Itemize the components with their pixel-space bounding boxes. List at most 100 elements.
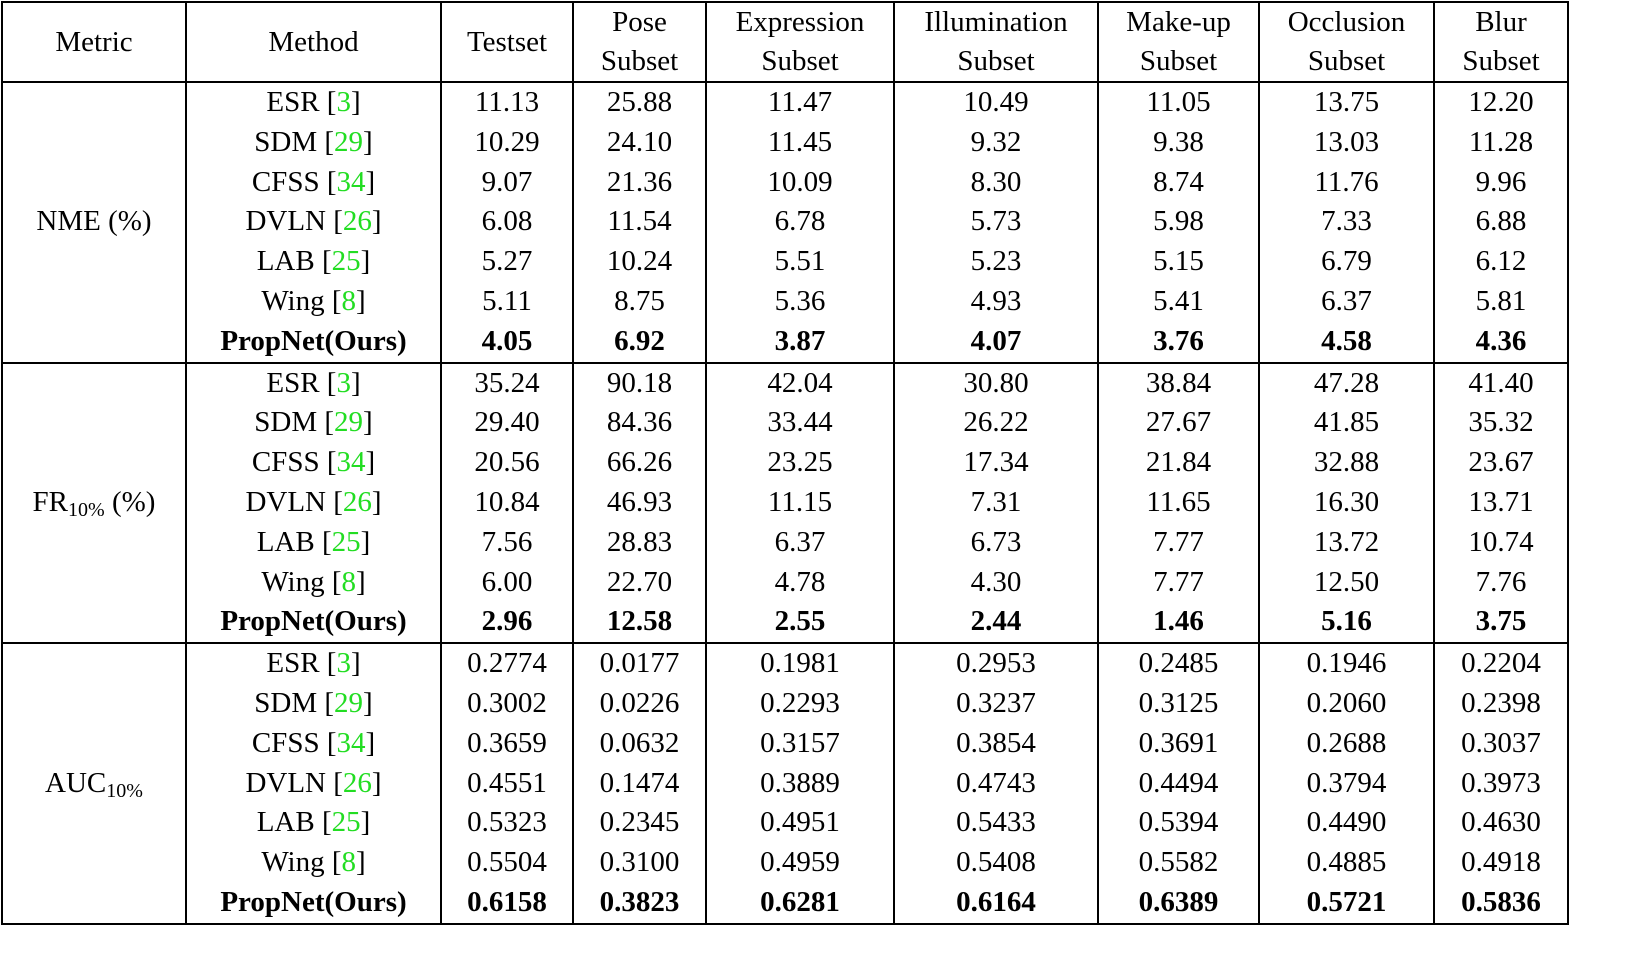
value-cell: 6.92	[572, 321, 707, 364]
value-cell: 38.84	[1097, 362, 1260, 404]
value-cell: 47.28	[1258, 362, 1435, 404]
value-cell: 1.46	[1097, 602, 1260, 645]
value-cell: 9.96	[1433, 162, 1569, 203]
value-cell: 10.29	[440, 122, 574, 163]
value-cell: 33.44	[705, 403, 895, 444]
value-cell: 11.47	[705, 82, 895, 123]
value-cell: 0.2485	[1097, 643, 1260, 684]
value-cell: 0.5836	[1433, 882, 1569, 925]
value-cell: 6.37	[705, 522, 895, 563]
citation-close: ]	[350, 366, 361, 399]
value-cell: 4.78	[705, 562, 895, 603]
header-cell: Method	[185, 1, 442, 83]
citation-close: ]	[363, 406, 373, 439]
method-name: LAB [	[256, 525, 332, 558]
value-cell: 0.6389	[1097, 882, 1260, 925]
header-text: Subset	[761, 45, 839, 77]
value-cell: 0.5582	[1097, 843, 1260, 883]
method-cell: Wing [8]	[185, 562, 442, 603]
value-cell: 46.93	[572, 482, 707, 523]
method-cell: CFSS [34]	[185, 443, 442, 483]
citation-close: ]	[350, 86, 361, 118]
value-cell: 4.93	[893, 281, 1099, 322]
value-cell: 66.26	[572, 443, 707, 483]
value-cell: 20.56	[440, 443, 574, 483]
table-body: NME (%) ESR [3] 11.13 25.88 11.47 10.49 11.05 1…	[1, 82, 1569, 925]
value-cell: 0.4630	[1433, 803, 1569, 844]
table-row: PropNet(Ours) 2.96 12.58 2.55 2.44 1.46 5.16 3.…	[2, 602, 1569, 645]
header-text: Illumination	[924, 6, 1068, 38]
value-cell: 6.78	[705, 202, 895, 243]
value-cell: 8.74	[1097, 162, 1260, 203]
value-cell: 5.73	[893, 202, 1099, 243]
method-name: ESR [	[266, 86, 337, 118]
citation-close: ]	[363, 125, 373, 158]
header-text: Metric	[55, 25, 133, 58]
value-cell: 5.15	[1097, 242, 1260, 282]
header-row: Metric Method Testset Pose Subset Expression S…	[1, 1, 1569, 83]
method-name: DVLN [	[245, 485, 343, 518]
table-row: Wing [8] 5.11 8.75 5.36 4.93 5.41 6.37 5.81	[2, 281, 1569, 322]
value-cell: 0.1474	[572, 763, 707, 804]
header-cell: Expression Subset	[705, 1, 895, 83]
method-cell: PropNet(Ours)	[185, 882, 442, 925]
header-cell: Testset	[440, 1, 574, 83]
metric-suffix: (%)	[104, 485, 156, 518]
header-text: Subset	[1139, 45, 1218, 77]
value-cell: 6.00	[440, 562, 574, 603]
value-cell: 11.54	[572, 202, 707, 243]
value-cell: 5.51	[705, 242, 895, 282]
value-cell: 12.50	[1258, 562, 1435, 603]
method-cell: LAB [25]	[185, 522, 442, 563]
citation-close: ]	[356, 284, 366, 317]
value-cell: 0.3889	[705, 763, 895, 804]
value-cell: 0.5323	[440, 803, 574, 844]
table-row: CFSS [34] 20.56 66.26 23.25 17.34 21.84 32.88 2…	[2, 443, 1569, 483]
metric-name: AUC	[45, 766, 107, 799]
header-cell: Make-up Subset	[1097, 1, 1260, 83]
value-cell: 6.08	[440, 202, 574, 243]
metric-cell: NME (%)	[1, 82, 187, 364]
method-name: SDM [	[254, 406, 335, 439]
value-cell: 11.76	[1258, 162, 1435, 203]
table-row: AUC10% ESR [3] 0.2774 0.0177 0.1981 0.2953 0.2…	[1, 643, 1569, 925]
value-cell: 7.33	[1258, 202, 1435, 243]
citation-close: ]	[360, 245, 371, 278]
value-cell: 90.18	[572, 362, 707, 404]
citation-close: ]	[363, 686, 373, 719]
value-cell: 0.1946	[1258, 643, 1435, 684]
value-cell: 8.30	[893, 162, 1099, 203]
metric-name: NME (%)	[36, 205, 152, 238]
value-cell: 0.2204	[1433, 643, 1569, 684]
value-cell: 0.4743	[893, 763, 1099, 804]
table-row: NME (%) ESR [3] 11.13 25.88 11.47 10.49 11.05 1…	[1, 82, 1569, 364]
value-cell: 0.5394	[1097, 803, 1260, 844]
value-cell: 4.05	[440, 321, 574, 364]
value-cell: 0.4918	[1433, 843, 1569, 883]
value-cell: 6.37	[1258, 281, 1435, 322]
method-name: CFSS [	[251, 726, 337, 759]
value-cell: 11.13	[440, 82, 574, 123]
citation-close: ]	[365, 165, 376, 198]
value-cell: 0.3037	[1433, 723, 1569, 764]
value-cell: 11.45	[705, 122, 895, 163]
value-cell: 0.2774	[440, 643, 574, 684]
method-name: PropNet(Ours)	[220, 885, 407, 918]
citation-close: ]	[356, 565, 366, 598]
header-text: Pose	[612, 6, 667, 38]
value-cell: 0.3794	[1258, 763, 1435, 804]
value-cell: 2.44	[893, 602, 1099, 645]
header-text: Expression	[735, 6, 865, 38]
citation: 3	[336, 647, 351, 680]
value-cell: 13.72	[1258, 522, 1435, 563]
value-cell: 5.16	[1258, 602, 1435, 645]
citation: 8	[341, 565, 357, 598]
citation: 25	[331, 245, 361, 278]
value-cell: 32.88	[1258, 443, 1435, 483]
method-cell: PropNet(Ours)	[185, 321, 442, 364]
header-text: Blur	[1475, 6, 1527, 38]
method-name: LAB [	[256, 245, 332, 278]
header-cell: Blur Subset	[1433, 1, 1569, 83]
header-text: Subset	[957, 45, 1035, 77]
